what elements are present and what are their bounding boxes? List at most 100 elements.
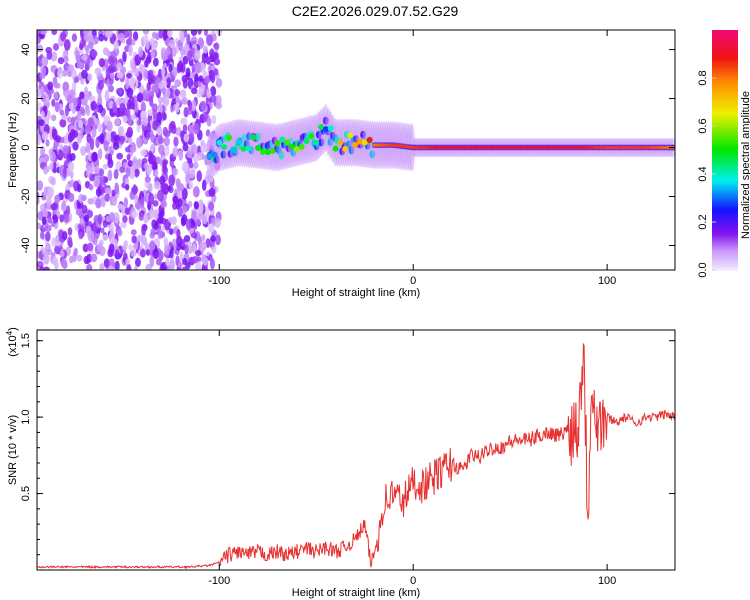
noise-cell xyxy=(124,207,130,214)
ridge-peak xyxy=(284,139,291,146)
colorbar-cell xyxy=(712,202,738,205)
noise-cell xyxy=(105,131,111,143)
ridge-peak xyxy=(221,144,228,151)
noise-cell xyxy=(188,161,194,169)
noise-cell xyxy=(199,100,207,111)
noise-cell xyxy=(44,224,52,232)
noise-cell xyxy=(143,68,149,79)
noise-cell xyxy=(43,166,49,175)
noise-cell xyxy=(201,241,207,250)
noise-cell xyxy=(87,230,95,243)
noise-cell xyxy=(47,81,54,91)
noise-cell xyxy=(62,168,67,179)
noise-cell xyxy=(116,71,124,79)
noise-cell xyxy=(197,30,202,35)
noise-cell xyxy=(143,212,148,222)
noise-cell xyxy=(40,110,45,119)
ridge-peak xyxy=(259,148,266,155)
colorbar-cell xyxy=(712,84,738,87)
noise-cell xyxy=(174,89,180,97)
noise-cell xyxy=(41,216,47,226)
noise-cell xyxy=(81,204,88,214)
noise-cell xyxy=(49,162,54,171)
noise-cell xyxy=(151,103,158,112)
noise-cell xyxy=(81,69,88,79)
noise-cell xyxy=(43,266,50,270)
ridge-peak xyxy=(235,138,242,145)
noise-cell xyxy=(198,39,205,47)
noise-cell xyxy=(176,228,181,240)
colorbar-cell xyxy=(712,30,738,33)
noise-cell xyxy=(123,197,128,209)
noise-cell xyxy=(183,234,191,243)
colorbar-cell xyxy=(712,216,738,219)
noise-cell xyxy=(168,174,175,187)
noise-cell xyxy=(162,30,168,42)
noise-cell xyxy=(75,50,80,57)
noise-cell xyxy=(106,120,113,132)
noise-cell xyxy=(130,249,137,257)
colorbar-cell xyxy=(712,214,738,217)
noise-cell xyxy=(184,244,189,255)
noise-cell xyxy=(72,141,79,151)
noise-cell xyxy=(118,135,126,143)
ridge-peak xyxy=(225,134,232,141)
noise-cell xyxy=(180,118,187,125)
noise-cell xyxy=(122,215,128,223)
noise-cell xyxy=(100,197,106,208)
noise-cell xyxy=(152,120,159,131)
noise-cell xyxy=(37,222,42,230)
noise-cell xyxy=(142,89,150,100)
noise-cell xyxy=(57,151,65,158)
noise-cell xyxy=(211,114,217,125)
noise-cell xyxy=(90,100,97,111)
noise-cell xyxy=(195,62,202,74)
noise-cell xyxy=(41,65,47,77)
x-tick-label: 100 xyxy=(598,275,616,287)
colorbar-cell xyxy=(712,112,738,115)
noise-cell xyxy=(87,117,95,127)
noise-cell xyxy=(53,92,59,100)
noise-cell xyxy=(165,144,170,157)
noise-cell xyxy=(41,56,47,66)
colorbar-label: Normalized spectral amplitude xyxy=(740,91,750,239)
noise-cell xyxy=(127,160,134,167)
y-axis-label: Frequency (Hz) xyxy=(7,112,19,188)
noise-cell xyxy=(177,261,183,268)
noise-cell xyxy=(187,100,193,111)
noise-cell xyxy=(192,161,199,169)
noise-cell xyxy=(164,47,171,56)
noise-cell xyxy=(72,80,77,92)
noise-cell xyxy=(150,227,156,236)
colorbar-cell xyxy=(712,56,738,59)
noise-cell xyxy=(152,247,159,260)
noise-cell xyxy=(138,46,144,58)
noise-cell xyxy=(168,123,173,134)
colorbar-cell xyxy=(712,102,738,105)
noise-cell xyxy=(124,146,132,153)
noise-cell xyxy=(191,144,198,155)
noise-cell xyxy=(142,138,149,145)
noise-cell xyxy=(142,30,150,35)
noise-cell xyxy=(109,72,115,80)
noise-cell xyxy=(167,30,173,38)
noise-cell xyxy=(203,30,209,37)
noise-cell xyxy=(50,114,57,122)
x-axis-label: Height of straight line (km) xyxy=(292,287,420,299)
noise-cell xyxy=(87,41,94,50)
ridge-peak xyxy=(318,123,325,130)
colorbar-cell xyxy=(712,254,738,257)
y-axis-label: SNR (10 * v/v) xyxy=(7,415,19,485)
noise-cell xyxy=(134,257,141,267)
noise-cell xyxy=(112,101,118,114)
noise-cell xyxy=(114,260,120,270)
noise-cell xyxy=(103,140,109,152)
noise-cell xyxy=(93,175,100,188)
noise-cell xyxy=(98,58,105,68)
colorbar-cell xyxy=(712,212,738,215)
ridge-peak xyxy=(298,143,305,150)
noise-cell xyxy=(94,118,99,126)
noise-cell xyxy=(186,149,193,159)
noise-cell xyxy=(136,136,143,147)
colorbar-cell xyxy=(712,94,738,97)
